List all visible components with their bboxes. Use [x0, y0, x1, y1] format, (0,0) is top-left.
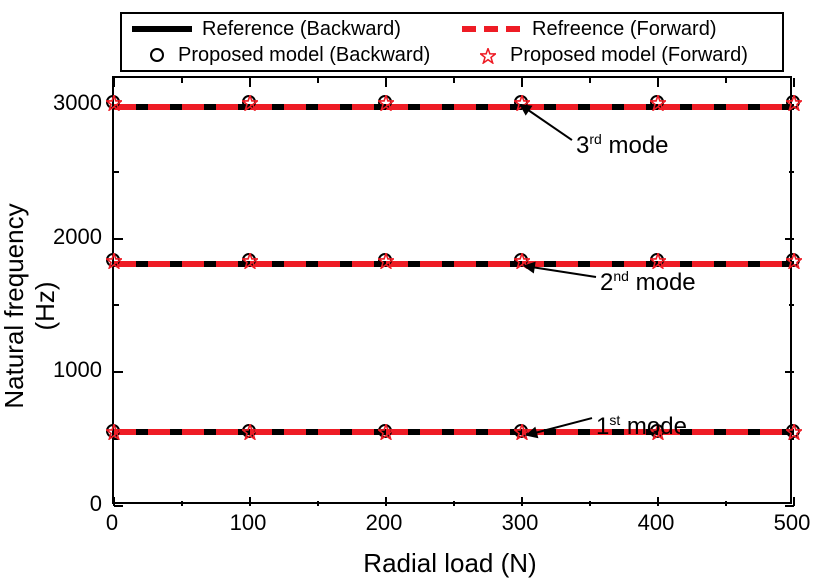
x-tick — [793, 497, 795, 506]
x-minor-tick — [317, 78, 319, 83]
x-minor-tick — [725, 501, 727, 506]
marker-forward — [242, 95, 258, 111]
mode-annotation: 2nd mode — [600, 268, 696, 297]
marker-forward — [786, 95, 802, 111]
ref-forward-line — [114, 104, 794, 110]
y-tick — [785, 371, 794, 373]
y-tick — [114, 238, 123, 240]
legend-line-solid — [132, 26, 192, 32]
legend-item: Proposed model (Forward) — [462, 44, 748, 67]
legend-label: Refreence (Forward) — [532, 18, 717, 41]
x-tick-label: 300 — [490, 510, 550, 536]
y-minor-tick — [789, 304, 794, 306]
marker-forward — [106, 95, 122, 111]
x-minor-tick — [317, 501, 319, 506]
x-axis-title: Radial load (N) — [320, 548, 580, 579]
legend: Reference (Backward) Refreence (Forward)… — [120, 12, 784, 72]
x-minor-tick — [725, 78, 727, 83]
marker-forward — [378, 253, 394, 269]
marker-forward — [786, 424, 802, 440]
legend-line-dashed — [462, 26, 522, 32]
legend-label: Proposed model (Backward) — [178, 44, 430, 67]
marker-forward — [378, 95, 394, 111]
x-minor-tick — [453, 78, 455, 83]
marker-forward — [650, 95, 666, 111]
x-tick — [657, 497, 659, 506]
marker-forward — [650, 253, 666, 269]
y-tick-label: 3000 — [42, 90, 102, 116]
star-icon — [480, 47, 496, 63]
legend-item: Reference (Backward) — [132, 18, 462, 41]
x-minor-tick — [181, 78, 183, 83]
figure-container: Natural frequency (Hz) Radial load (N) R… — [0, 0, 826, 586]
x-tick — [385, 78, 387, 87]
legend-label: Proposed model (Forward) — [510, 44, 748, 67]
legend-item: Refreence (Forward) — [462, 18, 717, 41]
x-tick — [113, 497, 115, 506]
marker-forward — [242, 424, 258, 440]
legend-row: Proposed model (Backward) Proposed model… — [132, 42, 772, 68]
x-tick — [657, 78, 659, 87]
circle-icon — [150, 48, 164, 62]
x-tick-label: 400 — [626, 510, 686, 536]
y-tick — [114, 371, 123, 373]
legend-row: Reference (Backward) Refreence (Forward) — [132, 16, 772, 42]
y-minor-tick — [114, 171, 119, 173]
y-tick-label: 2000 — [42, 224, 102, 250]
x-tick — [249, 497, 251, 506]
marker-forward — [106, 253, 122, 269]
y-tick — [114, 505, 123, 507]
x-tick — [113, 78, 115, 87]
x-minor-tick — [589, 501, 591, 506]
y-tick-label: 1000 — [42, 357, 102, 383]
mode-annotation: 1st mode — [596, 412, 687, 441]
mode-annotation: 3rd mode — [576, 131, 669, 160]
y-minor-tick — [114, 304, 119, 306]
legend-item: Proposed model (Backward) — [132, 44, 462, 67]
y-minor-tick — [789, 171, 794, 173]
y-axis-title: Natural frequency (Hz) — [0, 176, 61, 436]
x-tick — [385, 497, 387, 506]
x-tick-label: 200 — [354, 510, 414, 536]
legend-label: Reference (Backward) — [202, 18, 401, 41]
x-tick-label: 500 — [762, 510, 822, 536]
y-tick — [785, 238, 794, 240]
ref-forward-line — [114, 261, 794, 267]
ref-forward-line — [114, 429, 794, 435]
x-minor-tick — [589, 78, 591, 83]
marker-forward — [106, 424, 122, 440]
x-tick — [521, 497, 523, 506]
x-minor-tick — [453, 501, 455, 506]
x-minor-tick — [181, 501, 183, 506]
marker-forward — [242, 253, 258, 269]
x-tick — [249, 78, 251, 87]
marker-forward — [786, 253, 802, 269]
x-tick — [793, 78, 795, 87]
x-tick-label: 0 — [82, 510, 142, 536]
x-tick-label: 100 — [218, 510, 278, 536]
marker-forward — [378, 424, 394, 440]
x-tick — [521, 78, 523, 87]
